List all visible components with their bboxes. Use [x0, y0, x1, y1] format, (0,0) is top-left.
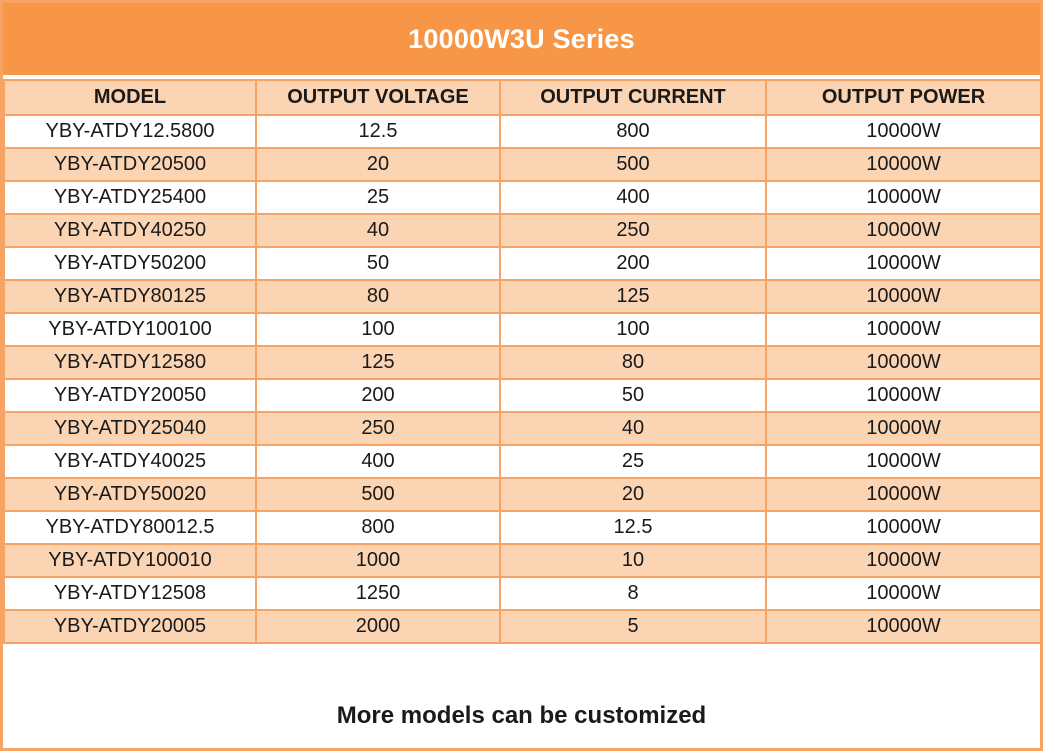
- cell-output-voltage: 125: [255, 345, 501, 380]
- cell-model: YBY-ATDY12580: [3, 345, 257, 380]
- cell-output-current: 20: [499, 477, 767, 512]
- table-row: YBY-ATDY12580 125 80 10000W: [3, 345, 1042, 380]
- footer-note: More models can be customized: [3, 683, 1040, 748]
- cell-output-voltage: 200: [255, 378, 501, 413]
- cell-model: YBY-ATDY12.5800: [3, 114, 257, 149]
- table-row: YBY-ATDY25040 250 40 10000W: [3, 411, 1042, 446]
- cell-output-voltage: 80: [255, 279, 501, 314]
- cell-output-voltage: 800: [255, 510, 501, 545]
- cell-model: YBY-ATDY100010: [3, 543, 257, 578]
- cell-output-current: 500: [499, 147, 767, 182]
- cell-output-voltage: 12.5: [255, 114, 501, 149]
- cell-output-current: 125: [499, 279, 767, 314]
- cell-output-power: 10000W: [765, 147, 1042, 182]
- cell-output-power: 10000W: [765, 510, 1042, 545]
- cell-output-voltage: 1000: [255, 543, 501, 578]
- cell-output-power: 10000W: [765, 180, 1042, 215]
- table-row: YBY-ATDY20050 200 50 10000W: [3, 378, 1042, 413]
- cell-model: YBY-ATDY50020: [3, 477, 257, 512]
- cell-model: YBY-ATDY20500: [3, 147, 257, 182]
- cell-output-current: 5: [499, 609, 767, 644]
- cell-model: YBY-ATDY50200: [3, 246, 257, 281]
- cell-output-voltage: 100: [255, 312, 501, 347]
- table-row: YBY-ATDY40250 40 250 10000W: [3, 213, 1042, 248]
- cell-output-power: 10000W: [765, 576, 1042, 611]
- cell-output-current: 40: [499, 411, 767, 446]
- table-row: YBY-ATDY12508 1250 8 10000W: [3, 576, 1042, 611]
- column-header-output-voltage: OUTPUT VOLTAGE: [255, 79, 501, 116]
- table-row: YBY-ATDY12.5800 12.5 800 10000W: [3, 114, 1042, 149]
- cell-output-current: 250: [499, 213, 767, 248]
- cell-output-voltage: 500: [255, 477, 501, 512]
- cell-output-current: 200: [499, 246, 767, 281]
- table-row: YBY-ATDY20500 20 500 10000W: [3, 147, 1042, 182]
- cell-model: YBY-ATDY20005: [3, 609, 257, 644]
- cell-output-power: 10000W: [765, 114, 1042, 149]
- table-row: YBY-ATDY50020 500 20 10000W: [3, 477, 1042, 512]
- cell-model: YBY-ATDY100100: [3, 312, 257, 347]
- cell-model: YBY-ATDY25040: [3, 411, 257, 446]
- table-row: YBY-ATDY100100 100 100 10000W: [3, 312, 1042, 347]
- cell-model: YBY-ATDY25400: [3, 180, 257, 215]
- cell-output-voltage: 25: [255, 180, 501, 215]
- cell-model: YBY-ATDY12508: [3, 576, 257, 611]
- table-row: YBY-ATDY20005 2000 5 10000W: [3, 609, 1042, 644]
- table-body: YBY-ATDY12.5800 12.5 800 10000W YBY-ATDY2050…: [3, 114, 1042, 644]
- cell-output-voltage: 1250: [255, 576, 501, 611]
- cell-output-power: 10000W: [765, 609, 1042, 644]
- spec-table: MODEL OUTPUT VOLTAGE OUTPUT CURRENT OUTP…: [3, 79, 1042, 644]
- cell-model: YBY-ATDY40250: [3, 213, 257, 248]
- cell-output-current: 12.5: [499, 510, 767, 545]
- table-row: YBY-ATDY80012.5 800 12.5 10000W: [3, 510, 1042, 545]
- cell-output-voltage: 50: [255, 246, 501, 281]
- cell-output-power: 10000W: [765, 477, 1042, 512]
- cell-output-power: 10000W: [765, 345, 1042, 380]
- table-row: YBY-ATDY50200 50 200 10000W: [3, 246, 1042, 281]
- cell-output-power: 10000W: [765, 279, 1042, 314]
- cell-model: YBY-ATDY80012.5: [3, 510, 257, 545]
- cell-output-power: 10000W: [765, 444, 1042, 479]
- column-header-model: MODEL: [3, 79, 257, 116]
- table-title: 10000W3U Series: [3, 3, 1040, 75]
- column-header-output-current: OUTPUT CURRENT: [499, 79, 767, 116]
- cell-output-voltage: 2000: [255, 609, 501, 644]
- cell-model: YBY-ATDY40025: [3, 444, 257, 479]
- cell-output-current: 8: [499, 576, 767, 611]
- table-row: YBY-ATDY40025 400 25 10000W: [3, 444, 1042, 479]
- table-row: YBY-ATDY80125 80 125 10000W: [3, 279, 1042, 314]
- cell-output-current: 400: [499, 180, 767, 215]
- column-header-output-power: OUTPUT POWER: [765, 79, 1042, 116]
- cell-output-current: 100: [499, 312, 767, 347]
- cell-output-power: 10000W: [765, 411, 1042, 446]
- cell-output-power: 10000W: [765, 246, 1042, 281]
- header-row: MODEL OUTPUT VOLTAGE OUTPUT CURRENT OUTP…: [3, 79, 1042, 116]
- cell-output-power: 10000W: [765, 378, 1042, 413]
- cell-output-voltage: 20: [255, 147, 501, 182]
- cell-output-current: 800: [499, 114, 767, 149]
- cell-output-power: 10000W: [765, 213, 1042, 248]
- cell-output-voltage: 40: [255, 213, 501, 248]
- cell-output-voltage: 400: [255, 444, 501, 479]
- cell-output-power: 10000W: [765, 543, 1042, 578]
- table-row: YBY-ATDY25400 25 400 10000W: [3, 180, 1042, 215]
- cell-model: YBY-ATDY20050: [3, 378, 257, 413]
- table-row: YBY-ATDY100010 1000 10 10000W: [3, 543, 1042, 578]
- cell-output-power: 10000W: [765, 312, 1042, 347]
- cell-output-current: 80: [499, 345, 767, 380]
- cell-output-current: 50: [499, 378, 767, 413]
- cell-model: YBY-ATDY80125: [3, 279, 257, 314]
- cell-output-current: 10: [499, 543, 767, 578]
- cell-output-current: 25: [499, 444, 767, 479]
- cell-output-voltage: 250: [255, 411, 501, 446]
